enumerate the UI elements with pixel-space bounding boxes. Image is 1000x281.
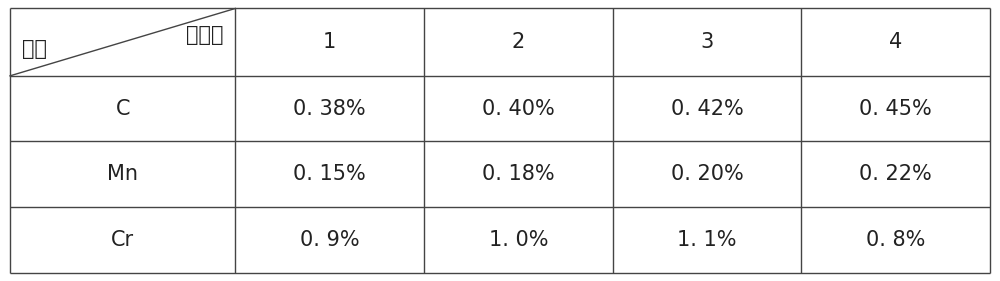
Text: 0. 42%: 0. 42% — [671, 99, 743, 119]
Text: 3: 3 — [700, 32, 714, 52]
Text: 0. 18%: 0. 18% — [482, 164, 555, 184]
Text: 0. 38%: 0. 38% — [293, 99, 366, 119]
Text: Cr: Cr — [111, 230, 134, 250]
Text: Mn: Mn — [107, 164, 138, 184]
Text: 2: 2 — [512, 32, 525, 52]
Text: 0. 22%: 0. 22% — [859, 164, 932, 184]
Text: 1. 0%: 1. 0% — [489, 230, 548, 250]
Text: 0. 20%: 0. 20% — [671, 164, 743, 184]
Text: 0. 8%: 0. 8% — [866, 230, 925, 250]
Text: 实施例: 实施例 — [186, 25, 223, 45]
Text: 1. 1%: 1. 1% — [677, 230, 737, 250]
Text: C: C — [115, 99, 130, 119]
Text: 1: 1 — [323, 32, 336, 52]
Text: 0. 40%: 0. 40% — [482, 99, 555, 119]
Text: 4: 4 — [889, 32, 902, 52]
Text: 0. 9%: 0. 9% — [300, 230, 360, 250]
Text: 0. 15%: 0. 15% — [293, 164, 366, 184]
Text: 0. 45%: 0. 45% — [859, 99, 932, 119]
Text: 组分: 组分 — [22, 39, 47, 59]
